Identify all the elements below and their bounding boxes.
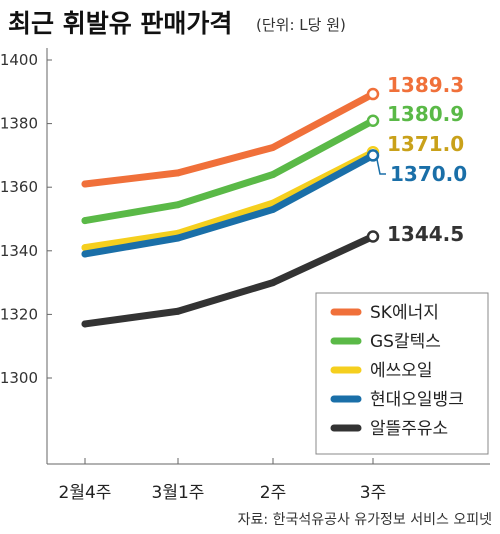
data-point	[81, 217, 89, 225]
series-line-0	[81, 90, 377, 188]
end-label-1: 1380.9	[387, 102, 464, 126]
series-line-4	[81, 232, 377, 328]
end-label-2: 1371.0	[387, 132, 464, 156]
chart-title: 최근 휘발유 판매가격	[8, 9, 232, 38]
legend-label: GS칼텍스	[370, 332, 441, 352]
data-point	[174, 307, 182, 315]
series-line-2	[81, 148, 377, 252]
y-tick-label: 1320	[0, 305, 38, 323]
series-line-1	[81, 117, 377, 225]
tick-labels: 1300 1320 1340 1360 1380 1400 2월4주 3월1주 2주 3주	[0, 51, 386, 503]
series-line-3	[81, 151, 377, 258]
data-point	[174, 169, 182, 177]
data-point	[174, 234, 182, 242]
data-point	[174, 201, 182, 209]
data-point	[269, 143, 277, 151]
y-tick-label: 1400	[0, 51, 38, 69]
data-point	[81, 320, 89, 328]
data-point	[269, 279, 277, 287]
series-lines	[81, 87, 380, 328]
legend-label: 알뜰주유소	[370, 419, 448, 439]
data-point-last	[366, 149, 380, 162]
legend-label: SK에너지	[370, 303, 439, 323]
legend-label: 현대오일뱅크	[370, 390, 464, 410]
x-tick-label: 3주	[360, 483, 386, 503]
y-tick-label: 1300	[0, 369, 38, 387]
chart-unit: (단위: L당 원)	[256, 16, 346, 34]
axes	[46, 48, 490, 465]
data-point	[81, 180, 89, 188]
data-point	[269, 170, 277, 178]
end-labels: 1389.3 1380.9 1371.0 1370.0 1344.5	[376, 73, 467, 246]
legend-label: 에쓰오일	[370, 361, 433, 381]
x-tick-label: 2월4주	[59, 483, 112, 503]
end-label-3: 1370.0	[390, 162, 467, 186]
x-tick-label: 2주	[260, 483, 286, 503]
end-label-connector	[376, 159, 386, 175]
y-tick-label: 1340	[0, 242, 38, 260]
data-point-last	[366, 230, 380, 243]
data-point	[81, 250, 89, 258]
data-point-last	[366, 87, 380, 101]
y-tick-label: 1380	[0, 115, 38, 133]
x-tick-label: 3월1주	[152, 483, 205, 503]
y-tick-label: 1360	[0, 178, 38, 196]
data-point-last	[366, 114, 380, 127]
end-label-0: 1389.3	[387, 73, 464, 97]
data-point	[269, 205, 277, 213]
end-label-4: 1344.5	[387, 222, 464, 246]
data-point	[81, 244, 89, 252]
source-note: 자료: 한국석유공사 유가정보 서비스 오피넷	[238, 512, 492, 528]
